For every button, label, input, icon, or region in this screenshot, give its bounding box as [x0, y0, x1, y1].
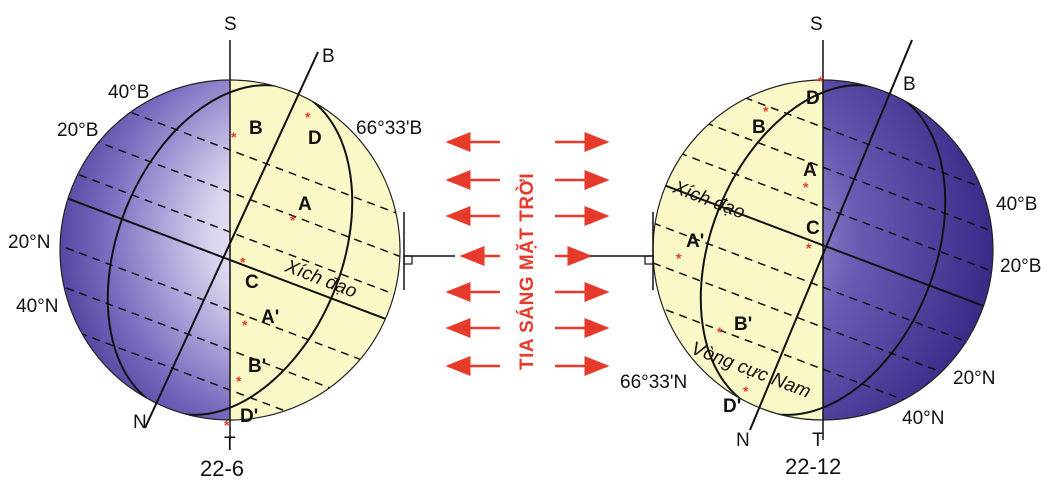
- svg-text:*: *: [806, 240, 812, 256]
- left-axis-south-label: N: [133, 412, 147, 433]
- left-lat-40B-label: 40°B: [108, 82, 149, 103]
- svg-text:*: *: [231, 129, 237, 145]
- sun-rays: [445, 132, 610, 376]
- left-point-D-prime: D': [240, 406, 258, 427]
- left-arctic-label: 66°33'B: [356, 118, 422, 139]
- right-pole-top-label: S: [810, 14, 823, 35]
- svg-text:*: *: [763, 103, 769, 119]
- left-globe: * * * * * * * S B 40°B 20°B 66°33'B 20°N…: [8, 14, 455, 481]
- right-pole-bottom-label: T: [812, 430, 824, 451]
- left-date-label: 22-6: [200, 456, 244, 481]
- left-lat-40N-label: 40°N: [16, 296, 58, 317]
- left-pole-bottom-label: T: [224, 434, 236, 455]
- svg-text:*: *: [290, 212, 296, 228]
- left-pole-top-label: S: [224, 14, 237, 35]
- svg-text:*: *: [803, 179, 809, 195]
- right-lat-40B: [653, 97, 993, 239]
- svg-text:*: *: [236, 373, 242, 389]
- left-point-A-prime: A': [261, 307, 279, 328]
- right-antarctic-label: 66°33'N: [620, 372, 687, 393]
- right-point-D-prime: D': [723, 396, 741, 417]
- right-lat-20N: [653, 217, 993, 359]
- svg-text:*: *: [305, 109, 311, 125]
- right-point-B-prime: B': [734, 314, 752, 335]
- svg-text:*: *: [717, 324, 723, 340]
- left-earth-axis: [144, 51, 319, 429]
- right-lat-66B: [653, 80, 993, 199]
- right-lat-20N-label: 20°N: [953, 368, 995, 389]
- right-point-D: D: [806, 88, 820, 109]
- left-point-A: A: [298, 194, 312, 215]
- right-point-C: C: [806, 218, 820, 239]
- right-axis-south-label: N: [736, 430, 750, 451]
- svg-text:*: *: [224, 417, 230, 433]
- svg-text:*: *: [676, 250, 682, 266]
- right-date-label: 22-12: [785, 454, 841, 479]
- right-point-A: A: [803, 160, 817, 181]
- svg-text:*: *: [240, 254, 246, 270]
- left-axis-north-label: B: [322, 46, 335, 67]
- right-globe: * * * * * * * S B 40°B 20°B 20°N 40°N 66…: [590, 14, 1041, 479]
- right-earth-axis: [749, 39, 913, 431]
- right-lat-20B-label: 20°B: [1000, 256, 1041, 277]
- right-lat-20B: [653, 137, 993, 279]
- svg-text:*: *: [818, 73, 824, 89]
- right-axis-north-label: B: [903, 74, 916, 95]
- right-point-A-prime: A': [686, 231, 704, 252]
- svg-text:*: *: [242, 317, 248, 333]
- left-point-C: C: [245, 272, 259, 293]
- right-lat-40B-label: 40°B: [996, 194, 1037, 215]
- svg-text:*: *: [743, 383, 749, 399]
- right-point-B: B: [752, 117, 766, 138]
- left-point-B: B: [249, 118, 263, 139]
- left-point-B-prime: B': [248, 356, 266, 377]
- left-point-D: D: [308, 128, 322, 149]
- right-equator-line: [653, 175, 993, 317]
- right-lat-40N-label: 40°N: [902, 408, 944, 429]
- left-lat-20B-label: 20°B: [57, 120, 98, 141]
- left-lat-20N-label: 20°N: [8, 232, 50, 253]
- sun-rays-label: TIA SÁNG MẶT TRỜI: [516, 173, 538, 370]
